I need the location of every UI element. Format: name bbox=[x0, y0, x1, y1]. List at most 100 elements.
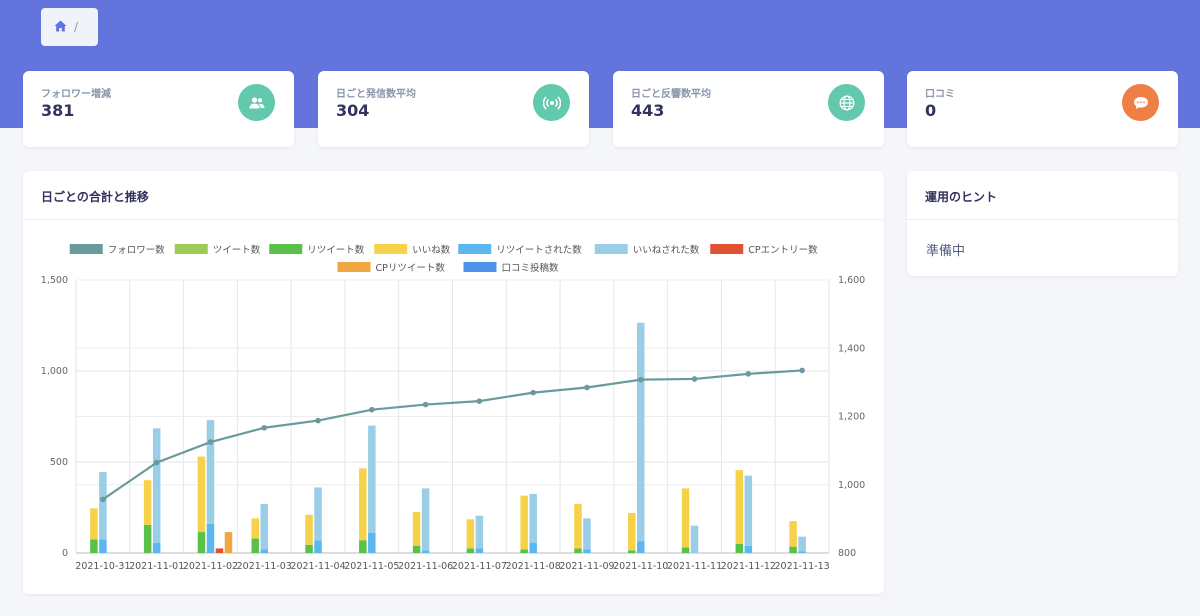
stat-label: 日ごと反響数平均 bbox=[631, 89, 711, 100]
y-left-tick-label: 1,000 bbox=[41, 366, 68, 377]
follower-point bbox=[745, 371, 752, 377]
bar-like bbox=[90, 508, 98, 540]
bar-like bbox=[520, 495, 528, 550]
bar-liked bbox=[99, 472, 107, 540]
bar-retweet bbox=[251, 538, 259, 553]
follower-point bbox=[369, 406, 375, 413]
y-left-tick-label: 0 bbox=[62, 548, 68, 559]
bar-liked bbox=[744, 475, 753, 546]
legend-label: CPエントリー数 bbox=[748, 244, 818, 256]
legend-label: リツイートされた数 bbox=[496, 244, 582, 256]
x-tick-label: 2021-11-13 bbox=[774, 561, 829, 572]
follower-point bbox=[691, 376, 698, 382]
bar-like bbox=[412, 512, 421, 546]
follower-line bbox=[102, 369, 803, 501]
legend-swatch-tweet bbox=[174, 244, 208, 254]
stat-label: フォロワー増減 bbox=[41, 89, 111, 100]
x-tick-label: 2021-11-07 bbox=[452, 561, 507, 572]
bar-like bbox=[251, 518, 259, 539]
chart-card: 日ごとの合計と推移 0 500 1,000 1,500 800 1,000 1,200 1,4… bbox=[23, 171, 884, 594]
legend-label: フォロワー数 bbox=[108, 244, 166, 256]
bar-retweet bbox=[574, 548, 582, 553]
x-tick-label: 2021-11-08 bbox=[506, 561, 561, 572]
bar-retweeted bbox=[260, 549, 268, 553]
x-tick-label: 2021-11-10 bbox=[613, 561, 668, 572]
x-tick-label: 2021-11-04 bbox=[290, 561, 345, 572]
x-tick-label: 2021-11-02 bbox=[183, 561, 238, 572]
bar-liked bbox=[637, 322, 645, 542]
follower-point bbox=[315, 417, 321, 424]
hint-card-title: 運用のヒント bbox=[925, 190, 998, 204]
bar-retweeted bbox=[798, 551, 806, 553]
bar-retweet bbox=[681, 547, 690, 553]
breadcrumb: / bbox=[41, 8, 98, 46]
bar-cp_retweet bbox=[224, 532, 233, 553]
stat-card-daily-posts: 日ごと発信数平均 304 bbox=[318, 71, 589, 147]
bar-retweet bbox=[359, 540, 367, 553]
follower-point bbox=[530, 389, 536, 396]
y-left-tick-label: 500 bbox=[50, 457, 68, 468]
y-right-tick-label: 1,200 bbox=[838, 412, 865, 423]
stat-card-reviews: 口コミ 0 bbox=[907, 71, 1178, 147]
x-tick-label: 2021-11-11 bbox=[667, 561, 722, 572]
bar-like bbox=[305, 514, 313, 545]
daily-totals-chart: 0 500 1,000 1,500 800 1,000 1,200 1,400 1,600 202… bbox=[41, 244, 865, 572]
chat-bubble-icon bbox=[1122, 84, 1159, 121]
bar-liked bbox=[475, 515, 484, 549]
bar-liked bbox=[529, 493, 537, 543]
follower-point bbox=[153, 459, 160, 466]
bar-retweet bbox=[197, 532, 206, 553]
chart-card-title: 日ごとの合計と推移 bbox=[41, 190, 149, 204]
bar-like bbox=[466, 519, 475, 549]
bar-liked bbox=[368, 425, 376, 533]
bar-retweeted bbox=[206, 523, 215, 553]
bar-liked bbox=[152, 428, 161, 543]
y-left-tick-label: 1,500 bbox=[41, 275, 68, 286]
bar-retweet bbox=[466, 548, 475, 553]
legend-label: CPリツイート数 bbox=[376, 262, 446, 274]
bar-retweeted bbox=[744, 545, 753, 553]
bar-like bbox=[628, 512, 636, 551]
bar-retweet bbox=[305, 544, 313, 553]
follower-point bbox=[476, 398, 483, 404]
users-icon bbox=[238, 84, 275, 121]
bar-retweeted bbox=[368, 532, 376, 553]
home-icon[interactable] bbox=[54, 20, 67, 35]
x-tick-label: 2021-11-09 bbox=[559, 561, 614, 572]
bar-liked bbox=[421, 488, 430, 551]
bar-liked bbox=[260, 503, 268, 550]
bar-retweeted bbox=[529, 542, 537, 553]
globe-icon bbox=[828, 84, 865, 121]
legend-label: 口コミ投稿数 bbox=[502, 262, 560, 274]
x-tick-label: 2021-10-31 bbox=[75, 561, 130, 572]
legend-swatch-liked bbox=[594, 244, 628, 254]
x-tick-label: 2021-11-12 bbox=[721, 561, 776, 572]
bar-retweeted bbox=[99, 539, 107, 553]
legend-swatch-review bbox=[463, 262, 497, 272]
follower-point bbox=[584, 384, 590, 391]
bar-like bbox=[143, 480, 152, 525]
bar-retweet bbox=[90, 539, 98, 553]
legend-swatch-retweeted bbox=[458, 244, 492, 254]
x-tick-label: 2021-11-05 bbox=[344, 561, 399, 572]
bar-retweet bbox=[628, 550, 636, 553]
bar-like bbox=[681, 488, 690, 548]
legend-label: リツイート数 bbox=[307, 244, 365, 256]
legend-swatch-retweet bbox=[269, 244, 303, 254]
hint-body-text: 準備中 bbox=[926, 244, 966, 259]
bar-retweet bbox=[412, 545, 421, 553]
follower-point bbox=[799, 367, 805, 374]
legend-swatch-cp_retweet bbox=[337, 262, 371, 272]
follower-point bbox=[100, 496, 106, 503]
x-tick-label: 2021-11-01 bbox=[129, 561, 184, 572]
bar-liked bbox=[314, 487, 322, 541]
divider bbox=[907, 219, 1178, 220]
bar-retweeted bbox=[152, 542, 161, 553]
legend-label: ツイート数 bbox=[213, 244, 261, 256]
bar-like bbox=[574, 503, 582, 549]
bar-retweeted bbox=[421, 550, 430, 553]
bar-cp_entry bbox=[215, 548, 224, 553]
breadcrumb-separator: / bbox=[74, 20, 79, 34]
bar-retweet bbox=[735, 543, 744, 553]
x-tick-label: 2021-11-03 bbox=[237, 561, 292, 572]
